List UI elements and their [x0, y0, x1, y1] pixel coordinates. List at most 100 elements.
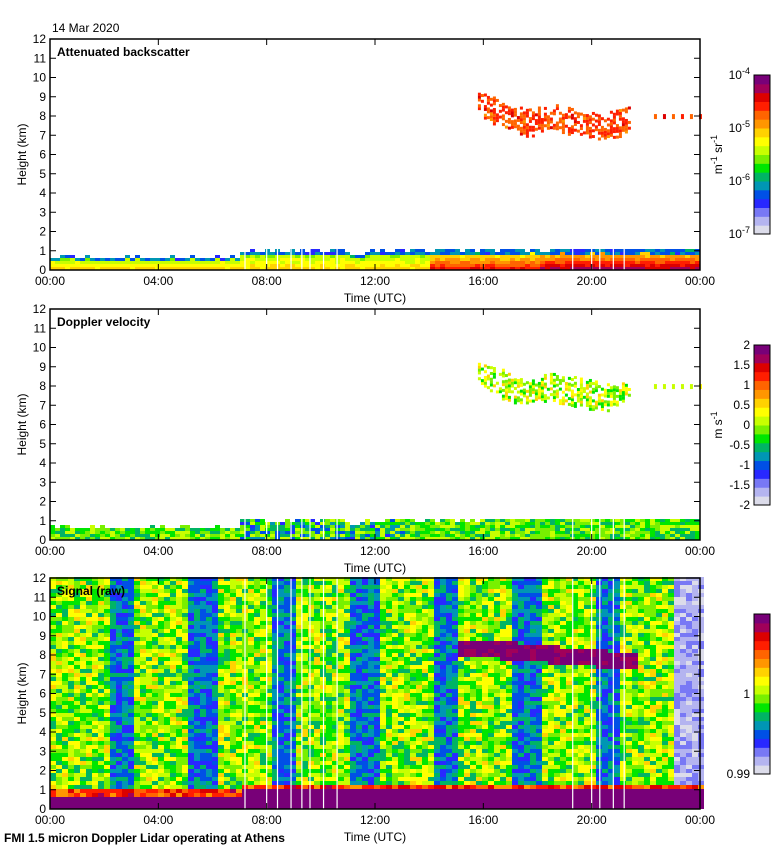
- heatmap-cell: [624, 130, 628, 134]
- heatmap-cell: [655, 249, 660, 252]
- heatmap-cell: [608, 773, 614, 777]
- heatmap-cell: [475, 522, 480, 525]
- heatmap-cell: [670, 252, 675, 255]
- heatmap-cell: [434, 757, 440, 761]
- heatmap-cell: [115, 267, 120, 270]
- heatmap-cell: [260, 769, 266, 773]
- heatmap-cell: [608, 781, 614, 785]
- heatmap-cell: [655, 258, 660, 261]
- heatmap-cell: [535, 261, 540, 264]
- heatmap-cell: [546, 121, 550, 125]
- x-tick-label: 08:00: [252, 274, 282, 288]
- heatmap-cell: [65, 264, 70, 267]
- heatmap-cell: [490, 534, 495, 537]
- heatmap-cell: [435, 252, 440, 255]
- heatmap-cell: [98, 785, 104, 789]
- heatmap-cell: [104, 733, 110, 737]
- panel-title: Doppler velocity: [57, 315, 151, 329]
- heatmap-cell: [482, 789, 488, 793]
- heatmap-cell: [510, 264, 515, 267]
- colorbar-label-part: -1: [709, 135, 719, 143]
- heatmap-cell: [602, 789, 608, 793]
- heatmap-cell: [338, 753, 344, 757]
- heatmap-cell: [656, 769, 662, 773]
- heatmap-cell: [680, 258, 685, 261]
- x-tick-label: 16:00: [468, 544, 498, 558]
- heatmap-cell: [542, 793, 548, 797]
- heatmap-cell: [356, 729, 362, 733]
- heatmap-cell: [489, 109, 493, 113]
- heatmap-cell: [105, 258, 110, 261]
- heatmap-cell: [182, 713, 188, 717]
- heatmap-cell: [338, 729, 344, 733]
- heatmap-cell: [686, 805, 692, 809]
- heatmap-cell: [270, 255, 275, 258]
- heatmap-cell: [278, 721, 284, 725]
- heatmap-cell: [602, 721, 608, 725]
- heatmap-cell: [655, 528, 660, 531]
- heatmap-cell: [524, 741, 530, 745]
- heatmap-cell: [655, 252, 660, 255]
- heatmap-cell: [555, 537, 560, 540]
- heatmap-cell: [645, 249, 650, 252]
- heatmap-cell: [536, 745, 542, 749]
- heatmap-cell: [492, 119, 496, 123]
- heatmap-cell: [302, 729, 308, 733]
- heatmap-cell: [518, 737, 524, 741]
- heatmap-cell: [218, 781, 224, 785]
- heatmap-cell: [470, 741, 476, 745]
- heatmap-cell: [620, 805, 626, 809]
- heatmap-cell: [176, 777, 182, 781]
- heatmap-cell: [332, 721, 338, 725]
- heatmap-cell: [590, 805, 596, 809]
- heatmap-cell: [590, 721, 596, 725]
- heatmap-cell: [572, 765, 578, 769]
- heatmap-cell: [692, 757, 698, 761]
- heatmap-cell: [650, 261, 655, 264]
- heatmap-cell: [501, 371, 505, 375]
- heatmap-cell: [630, 261, 635, 264]
- heatmap-cell: [374, 713, 380, 717]
- heatmap-cell: [566, 749, 572, 753]
- heatmap-cell: [330, 528, 335, 531]
- heatmap-cell: [560, 805, 566, 809]
- heatmap-cell: [310, 249, 315, 252]
- heatmap-cell: [404, 789, 410, 793]
- heatmap-cell: [578, 721, 584, 725]
- heatmap-cell: [326, 765, 332, 769]
- colorbar-swatch: [754, 345, 770, 355]
- heatmap-cell: [584, 757, 590, 761]
- heatmap-cell: [536, 721, 542, 725]
- heatmap-cell: [350, 765, 356, 769]
- heatmap-cell: [188, 801, 194, 805]
- heatmap-cell: [165, 528, 170, 531]
- heatmap-cell: [510, 252, 515, 255]
- heatmap-cell: [236, 729, 242, 733]
- heatmap-cell: [164, 717, 170, 721]
- heatmap-cell: [145, 534, 150, 537]
- heatmap-cell: [685, 522, 690, 525]
- heatmap-cell: [638, 737, 644, 741]
- heatmap-cell: [134, 805, 140, 809]
- heatmap-cell: [692, 745, 698, 749]
- heatmap-cell: [570, 395, 574, 399]
- heatmap-cell: [60, 261, 65, 264]
- heatmap-cell: [165, 537, 170, 540]
- heatmap-cell: [80, 749, 86, 753]
- heatmap-cell: [104, 769, 110, 773]
- heatmap-cell: [386, 769, 392, 773]
- heatmap-cell: [155, 528, 160, 531]
- heatmap-cell: [266, 761, 272, 765]
- heatmap-cell: [68, 741, 74, 745]
- heatmap-cell: [573, 384, 577, 388]
- heatmap-cell: [602, 737, 608, 741]
- heatmap-cell: [290, 773, 296, 777]
- heatmap-cell: [386, 713, 392, 717]
- heatmap-cell: [422, 729, 428, 733]
- heatmap-cell: [555, 534, 560, 537]
- heatmap-cell: [458, 745, 464, 749]
- heatmap-cell: [505, 258, 510, 261]
- heatmap-cell: [528, 108, 532, 112]
- heatmap-cell: [122, 801, 128, 805]
- heatmap-cell: [350, 733, 356, 737]
